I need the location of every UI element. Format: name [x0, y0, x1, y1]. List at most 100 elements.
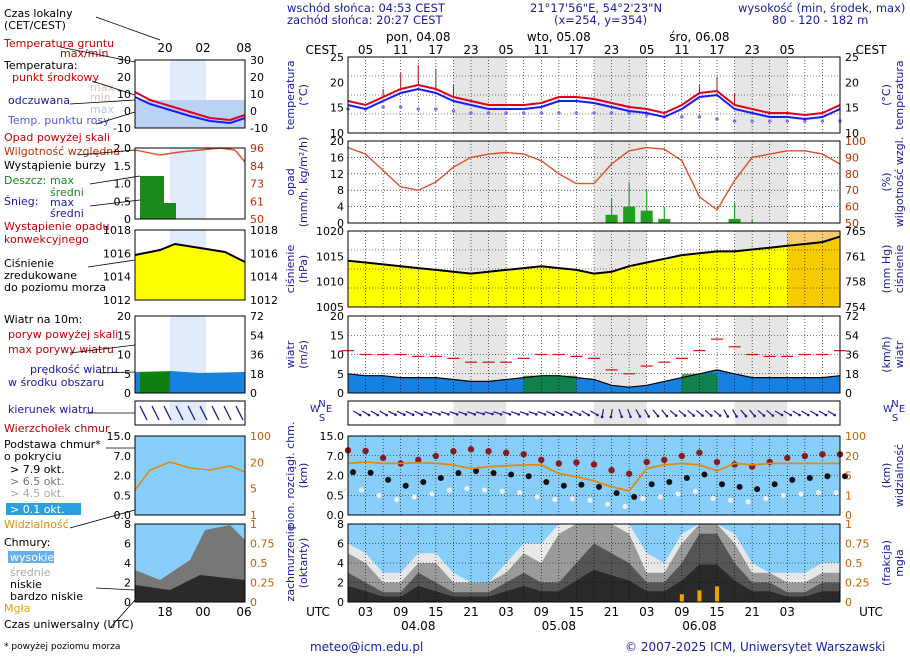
compass-w: W [310, 404, 320, 415]
compass-right-e: E [899, 404, 905, 415]
fog-bar [715, 586, 719, 602]
sunrise-text: wschód słońca: 04:53 CEST [287, 1, 445, 15]
wind-arrow-head [683, 414, 687, 417]
tick-right: 15 [845, 102, 859, 115]
legend-panel-border [134, 229, 246, 301]
legend-tick-left: 1.5 [114, 160, 132, 173]
legend-wind-area [140, 372, 170, 393]
footer-email[interactable]: meteo@icm.edu.pl [310, 640, 424, 654]
cloud-base-dot-01 [692, 488, 699, 494]
cest-hour: 05 [639, 43, 654, 57]
legend-panel-border [134, 315, 246, 394]
tick-right: 0.75 [845, 538, 870, 551]
wind-arrow-head [455, 413, 459, 416]
wind-arrow [618, 409, 623, 417]
compass-right-n: N [891, 399, 898, 410]
legend-tick-left: 4 [124, 557, 131, 570]
utc-hour: 03 [499, 605, 514, 619]
panel-title-left: opad [284, 168, 297, 195]
legend-tick-right: 0.5 [250, 557, 268, 570]
tick-left: 15.0 [320, 430, 345, 443]
cloud-base-dot-01 [763, 495, 769, 502]
tick-left: 1010 [316, 276, 344, 289]
legend-tick-left: 0 [124, 387, 131, 400]
cloud-base-dot-65 [596, 483, 602, 490]
tick-right: 0.25 [845, 577, 870, 590]
legend-tick-right: 72 [250, 310, 264, 323]
panel-subtitle-left: (hPa) [297, 255, 310, 283]
night-band [734, 57, 788, 133]
wind-arrow-head [596, 413, 599, 417]
wind-arrow [827, 410, 835, 416]
compass-right-w: W [883, 404, 893, 415]
fog-bar [679, 594, 684, 602]
night-band [594, 141, 647, 223]
wind-arrow [572, 410, 581, 416]
wind-arrow-head [833, 413, 836, 417]
panel-border [347, 56, 841, 134]
day-label: wto, 05.08 [527, 30, 591, 44]
wind-arrow [713, 409, 721, 417]
legend-panel-border [134, 59, 246, 129]
cloud-base-dot-79 [661, 456, 668, 464]
dew-point-dot [803, 119, 807, 123]
utc-hour: 03 [639, 605, 654, 619]
wind-arrow-head [609, 415, 613, 419]
cest-hour: 23 [745, 43, 760, 57]
tick-right: 10 [845, 127, 859, 140]
tick-left: 12 [330, 168, 344, 181]
cloud-base-dot-79 [450, 448, 457, 455]
wind-arrow [353, 410, 361, 416]
legend-night [170, 401, 206, 425]
legend-panel-border [134, 147, 246, 220]
panel-pressure [347, 230, 841, 308]
legend-text: zredukowane [4, 269, 77, 282]
tick-right: 758 [845, 276, 866, 289]
legend-text-okt01: > 0.1 okt. [10, 503, 65, 516]
coords-text: 21°17'56"E, 54°2'23"N [530, 1, 663, 15]
tick-right: 100 [845, 430, 866, 443]
cest-hour: 23 [604, 43, 619, 57]
wind-arrow-head [807, 413, 810, 417]
utc-hour: 03 [358, 605, 373, 619]
tick-right: 25 [845, 51, 859, 64]
cest-hour: 17 [428, 43, 443, 57]
wind-arrow-head [499, 413, 503, 416]
wind-arrow-head [438, 413, 441, 416]
cloud-base-dot-65 [719, 481, 725, 488]
legend-text: prędkość wiatru [30, 363, 118, 376]
day-label: pon, 04.08 [386, 30, 451, 44]
cloud-base-dot-79 [485, 448, 492, 455]
utc-hour: 15 [428, 605, 443, 619]
utc-hour: 09 [534, 605, 549, 619]
cloud-base-dot-01 [481, 487, 488, 493]
legend-wind-arrow [199, 405, 208, 421]
wind-arrow-head [753, 414, 757, 418]
compass-e: E [326, 404, 332, 415]
legend-tick-right: 100 [250, 430, 271, 443]
legend-wind-arrow [223, 405, 232, 421]
legend-text: niskie [10, 578, 42, 591]
wind-arrow [740, 409, 747, 417]
cloud-base-dot-65 [824, 473, 831, 480]
wind-arrow [801, 410, 809, 416]
wind-arrow [610, 408, 613, 418]
utc-hour: 21 [604, 605, 619, 619]
wind-arrow-head [543, 413, 547, 416]
wind-arrow-head [367, 413, 371, 417]
wind-arrow [581, 410, 589, 416]
legend-tick-left: 0 [124, 105, 131, 118]
legend-text: > 7.9 okt. [10, 463, 65, 476]
wind-arrow-head [815, 413, 819, 417]
wind-arrow [502, 411, 511, 415]
panel-title-right: (frakcja) [880, 540, 893, 586]
night-band [594, 316, 647, 393]
panel-subtitle-right: widzialność [893, 444, 906, 507]
legend-tick-right: 96 [250, 142, 264, 155]
legend-text: min [90, 91, 111, 104]
legend-leader [95, 111, 136, 125]
legend-tick-right: 84 [250, 160, 264, 173]
cloud-base-dot-01 [604, 501, 611, 507]
legend-leader [99, 371, 136, 374]
legend-tick-left: 6 [124, 538, 131, 551]
